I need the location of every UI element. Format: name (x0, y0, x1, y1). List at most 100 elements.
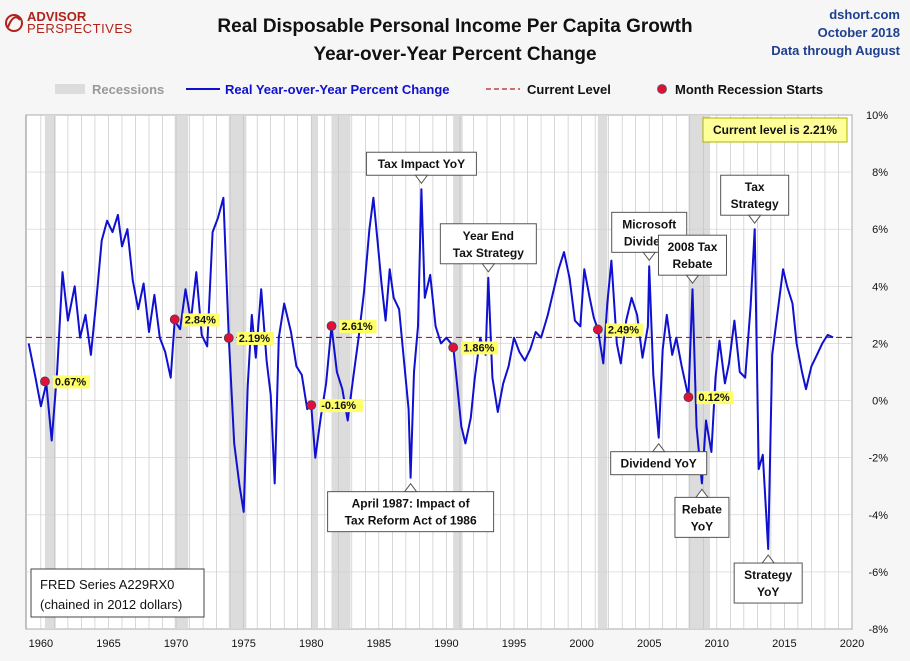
y-tick-label: 10% (866, 110, 888, 122)
recession-start-marker (169, 314, 180, 325)
recession-start-label-bg (182, 313, 220, 327)
recession-start-marker (683, 392, 694, 403)
y-tick-label: 0% (872, 396, 888, 408)
callout-box (657, 234, 727, 276)
x-tick-label: 1995 (502, 638, 526, 650)
callout-pointer (414, 174, 429, 185)
recession-band (331, 115, 351, 629)
callout-text: YoY (757, 585, 779, 599)
x-tick-label: 2020 (840, 638, 864, 650)
series-note-line1: FRED Series A229RX0 (40, 577, 174, 592)
recession-start-label-bg (461, 341, 499, 355)
advisor-perspectives-logo: ADVISOR PERSPECTIVES (5, 9, 133, 36)
y-axis-ticks: 10% 8% 6% 4% 2% 0% -2% -4% -6% -8% (866, 110, 888, 636)
gridlines (26, 114, 853, 630)
x-tick-label: 1985 (367, 638, 391, 650)
recession-band (688, 115, 711, 629)
recession-start-label-bg (52, 375, 90, 389)
y-tick-label: -6% (868, 567, 888, 579)
callout-text: Tax Strategy (453, 246, 524, 260)
legend-recession-swatch (55, 84, 85, 94)
recession-start-marker (40, 376, 50, 387)
callout-pointer (747, 214, 762, 225)
recession-start-label: -0.16% (321, 400, 356, 412)
callout-box (674, 496, 730, 538)
recession-band (311, 115, 319, 629)
series-note-box: FRED Series A229RX0 (chained in 2012 dol… (30, 568, 205, 618)
legend-marker: Month Recession Starts (675, 82, 823, 97)
x-tick-label: 1980 (299, 638, 323, 650)
source-date: October 2018 (818, 25, 900, 40)
callout-box (733, 562, 803, 604)
x-tick-label: 2010 (705, 638, 729, 650)
y-tick-label: 8% (872, 167, 888, 179)
recession-start-label: 0.67% (55, 376, 86, 388)
legend-recessions: Recessions (92, 82, 164, 97)
recession-start-markers: 0.67% 2.84% 2.19% -0.16% 2.61% 1.86% 2.49% 0.12… (40, 313, 734, 413)
legend-marker-swatch (657, 84, 667, 94)
x-tick-label: 1970 (164, 638, 188, 650)
legend-series: Real Year-over-Year Percent Change (225, 82, 450, 97)
callout-pointer (651, 442, 666, 453)
recession-start-label: 2.19% (239, 333, 270, 345)
callout-text: Year End (463, 229, 514, 243)
legend-current: Current Level (527, 82, 611, 97)
y-tick-label: 2% (872, 338, 888, 350)
source-data-through: Data through August (771, 43, 900, 58)
recession-band (597, 115, 608, 629)
x-tick-label: 1960 (29, 638, 53, 650)
recession-start-label: 1.86% (463, 342, 494, 354)
chart-title: Real Disposable Personal Income Per Capi… (217, 16, 692, 37)
callout-text: 2008 Tax (668, 240, 718, 254)
recession-start-label: 2.84% (185, 314, 216, 326)
callout-text: Rebate (682, 502, 722, 516)
callout-text: April 1987: Impact of (352, 497, 471, 511)
y-tick-label: -4% (868, 510, 888, 522)
y-tick-label: 4% (872, 281, 888, 293)
recession-start-marker (448, 342, 459, 353)
series-note-line2: (chained in 2012 dollars) (40, 597, 182, 612)
legend: Recessions Real Year-over-Year Percent C… (55, 82, 823, 97)
chart-subtitle: Year-over-Year Percent Change (313, 44, 596, 65)
callout-box (720, 174, 790, 216)
recession-start-marker (223, 333, 234, 343)
callout-pointer (481, 263, 496, 273)
callout-text: YoY (691, 519, 713, 533)
callout-text: Microsoft (622, 217, 676, 231)
current-level-text: Current level is 2.21% (713, 123, 837, 137)
callout-text: Dividend YoY (621, 457, 697, 471)
recession-band (44, 115, 56, 629)
recession-start-label: 2.61% (342, 321, 373, 333)
callout-box (327, 491, 495, 533)
callout-text: Tax Reform Act of 1986 (345, 514, 477, 528)
recession-start-label: 0.12% (698, 392, 729, 404)
callout-pointer (642, 251, 657, 262)
callout-text: Tax (745, 180, 765, 194)
recession-start-label-bg (605, 323, 643, 337)
recession-start-label-bg (319, 399, 363, 413)
logo-text-bottom: PERSPECTIVES (27, 21, 133, 36)
source-site: dshort.com (829, 7, 900, 22)
callout-text: Tax Impact YoY (378, 157, 465, 171)
recession-start-label: 2.49% (608, 324, 639, 336)
x-tick-label: 1965 (96, 638, 120, 650)
callout-pointer (403, 482, 418, 493)
x-tick-label: 2000 (569, 638, 593, 650)
recession-start-label-bg (696, 391, 734, 405)
y-tick-label: 6% (872, 224, 888, 236)
recession-start-label-bg (236, 332, 274, 346)
current-level-box: Current level is 2.21% (702, 117, 848, 143)
x-axis-ticks: 1960 1965 1970 1975 1980 1985 1990 1995 2000 2005… (29, 638, 865, 650)
callout-text: Rebate (672, 257, 712, 271)
y-tick-label: -2% (868, 453, 888, 465)
callout-text: Strategy (731, 197, 779, 211)
x-tick-label: 1990 (434, 638, 458, 650)
recession-start-marker (326, 321, 337, 331)
recession-band (174, 115, 189, 629)
callout-pointer (694, 488, 709, 498)
recession-start-marker (306, 400, 317, 411)
callout-text: Strategy (744, 568, 792, 582)
x-tick-label: 2015 (772, 638, 796, 650)
plot-area (25, 114, 853, 630)
